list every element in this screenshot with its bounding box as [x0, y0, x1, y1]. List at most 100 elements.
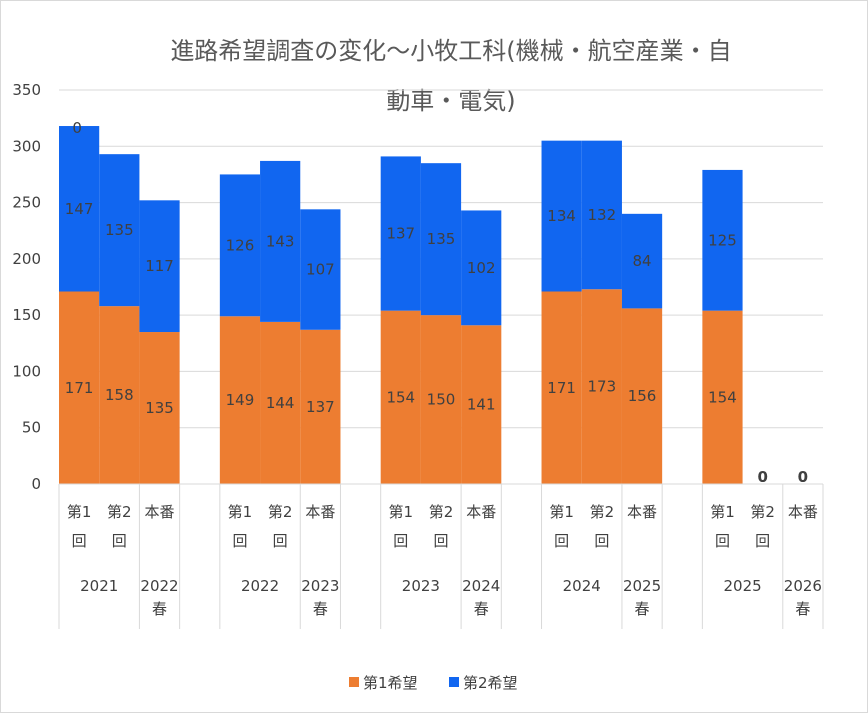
bars [59, 126, 743, 484]
group-label: 春 [795, 600, 810, 618]
category-label: 第1 [228, 503, 253, 521]
category-label: 第1 [67, 503, 92, 521]
data-label-series1: 154 [708, 388, 737, 406]
bar-series2 [260, 160, 301, 322]
group-label: 春 [152, 600, 167, 618]
bar-series1 [99, 306, 140, 484]
category-label: 第2 [107, 503, 132, 521]
y-tick-label: 300 [12, 137, 41, 155]
bar-series1 [541, 291, 582, 484]
bar-series2 [59, 126, 100, 292]
bar-series2 [99, 154, 140, 307]
category-label: 本番 [788, 503, 818, 521]
y-tick-label: 0 [31, 475, 41, 493]
data-label-series1: 156 [628, 387, 657, 405]
data-label-series2: 107 [306, 261, 335, 279]
data-label-series2: 134 [547, 207, 576, 225]
data-label-series2: 84 [633, 252, 652, 270]
bar-series2 [420, 163, 462, 316]
bar-series2 [219, 174, 261, 317]
data-label-series2: 102 [467, 259, 496, 277]
category-label: 回 [715, 532, 730, 550]
y-tick-label: 100 [12, 362, 41, 380]
bar-series1 [59, 291, 100, 484]
chart-title-line1: 進路希望調査の変化～小牧工科(機械・航空産業・自 [170, 37, 731, 65]
group-label: 2023 [301, 577, 339, 595]
bar-series1 [461, 325, 502, 484]
data-label-series2-zero: 0 [757, 468, 767, 486]
y-tick-label: 150 [12, 306, 41, 324]
legend-label: 第1希望 [363, 674, 418, 692]
bar-series1 [219, 316, 261, 484]
category-label: 本番 [466, 503, 496, 521]
bar-series1 [300, 329, 341, 484]
data-labels: 171 147 0 158 135 135 117 149 126 144 143 137 107 154… [65, 119, 808, 486]
category-label: 回 [112, 532, 127, 550]
category-label: 第1 [710, 503, 735, 521]
data-label-series2: 132 [588, 206, 617, 224]
bar-series1 [260, 321, 301, 484]
y-tick-label: 200 [12, 250, 41, 268]
group-label: 2025 [623, 577, 661, 595]
legend-label: 第2希望 [463, 674, 518, 692]
category-label: 第2 [429, 503, 454, 521]
data-label-series1: 135 [145, 399, 174, 417]
data-label-series2: 137 [386, 225, 415, 243]
bar-series2 [380, 156, 421, 311]
data-label-series2: 117 [145, 257, 174, 275]
category-label: 第1 [389, 503, 414, 521]
category-label: 回 [433, 532, 448, 550]
legend-swatch [449, 677, 459, 687]
data-label-series1: 149 [226, 391, 255, 409]
bar-series2 [702, 169, 743, 311]
data-label-series1: 158 [105, 386, 134, 404]
data-label-series1: 150 [427, 391, 456, 409]
y-axis: 0 50 100 150 200 250 300 350 [12, 81, 41, 493]
bar-series1 [702, 310, 743, 484]
bar-series2 [139, 200, 180, 333]
y-tick-label: 250 [12, 194, 41, 212]
data-label-series2: 135 [105, 221, 134, 239]
category-label: 回 [232, 532, 247, 550]
bar-series1 [420, 315, 462, 484]
category-label: 回 [72, 532, 87, 550]
group-label: 春 [313, 600, 328, 618]
legend-swatch [349, 677, 359, 687]
group-label: 春 [474, 600, 489, 618]
bar-series1 [380, 310, 421, 484]
category-label: 回 [554, 532, 569, 550]
legend: 第1希望 第2希望 [349, 674, 518, 692]
bar-series2 [300, 209, 341, 330]
bar-series1 [621, 308, 663, 484]
group-label: 2021 [80, 577, 118, 595]
group-label: 2026 [784, 577, 822, 595]
chart-title-line2: 動車・電気) [386, 87, 515, 115]
bar-series2 [581, 140, 622, 290]
group-label: 2025 [723, 577, 761, 595]
category-label: 本番 [627, 503, 657, 521]
category-label: 第2 [590, 503, 615, 521]
data-label-series1: 154 [386, 388, 415, 406]
data-label-series2: 135 [427, 230, 456, 248]
group-label: 春 [635, 600, 650, 618]
y-tick-label: 350 [12, 81, 41, 99]
category-label: 本番 [305, 503, 335, 521]
group-label: 2024 [462, 577, 500, 595]
data-label-series1: 141 [467, 396, 496, 414]
data-label-series2-zero: 0 [798, 468, 808, 486]
bar-series1 [581, 289, 622, 484]
y-tick-label: 50 [22, 419, 41, 437]
data-label-series1: 171 [65, 379, 94, 397]
data-label-series1: 144 [266, 394, 295, 412]
bar-series1 [139, 332, 180, 484]
data-label-series1-zero: 0 [72, 119, 82, 137]
data-label-series1: 137 [306, 398, 335, 416]
category-label: 第2 [268, 503, 293, 521]
data-label-series1: 171 [547, 379, 576, 397]
bar-series2 [541, 140, 582, 292]
group-label: 2024 [563, 577, 601, 595]
bar-series2 [461, 210, 502, 326]
data-label-series2: 125 [708, 231, 737, 249]
group-label: 2022 [241, 577, 279, 595]
